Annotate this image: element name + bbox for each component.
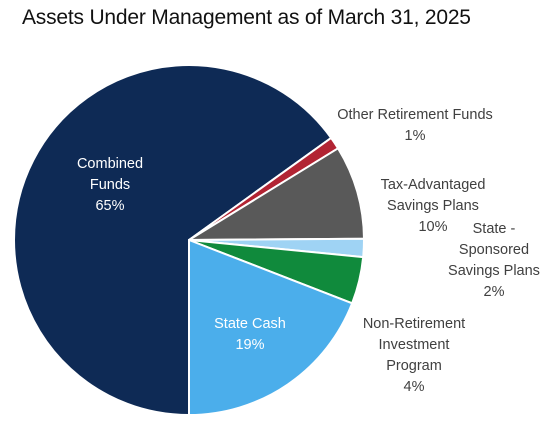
slice-name-line: State Cash xyxy=(214,316,286,332)
slice-name-line: State - xyxy=(473,221,516,237)
slice-percent-label: 10% xyxy=(418,219,447,235)
slice-label-5: State Cash 19% xyxy=(214,316,286,353)
slice-percent-label: 2% xyxy=(484,284,505,300)
slice-percent-label: 19% xyxy=(235,337,264,353)
slice-percent-label: 1% xyxy=(405,128,426,144)
slice-name-line: Program xyxy=(386,358,442,374)
slice-label-2: Tax-Advantaged Savings Plans 10% xyxy=(381,177,486,235)
slice-name-line: Other Retirement Funds xyxy=(337,107,493,123)
slice-label-0: Combined Funds 65% xyxy=(77,156,143,214)
slice-label-1: Other Retirement Funds 1% xyxy=(337,107,493,144)
chart-title: Assets Under Management as of March 31, … xyxy=(22,6,471,29)
slice-label-4: Non-Retirement Investment Program 4% xyxy=(363,316,465,395)
slice-name-line: Tax-Advantaged xyxy=(381,177,486,193)
slice-name-line: Investment xyxy=(379,337,450,353)
slice-name-line: Funds xyxy=(90,177,130,193)
slice-percent-label: 4% xyxy=(404,379,425,395)
pie-slices xyxy=(13,64,365,416)
slice-name-line: Combined xyxy=(77,156,143,172)
slice-name-line: Sponsored xyxy=(459,242,529,258)
slice-percent-label: 65% xyxy=(95,198,124,214)
slice-name-line: Non-Retirement xyxy=(363,316,465,332)
pie-slice-2 xyxy=(188,147,365,241)
slice-label-3: State - Sponsored Savings Plans 2% xyxy=(448,221,540,300)
pie-labels: Combined Funds 65% Other Retirement Funds 1%… xyxy=(77,107,540,395)
pie-slice-0 xyxy=(13,64,333,416)
slice-name-line: Savings Plans xyxy=(448,263,540,279)
pie-slice-5 xyxy=(188,239,354,416)
slice-name-line: Savings Plans xyxy=(387,198,479,214)
